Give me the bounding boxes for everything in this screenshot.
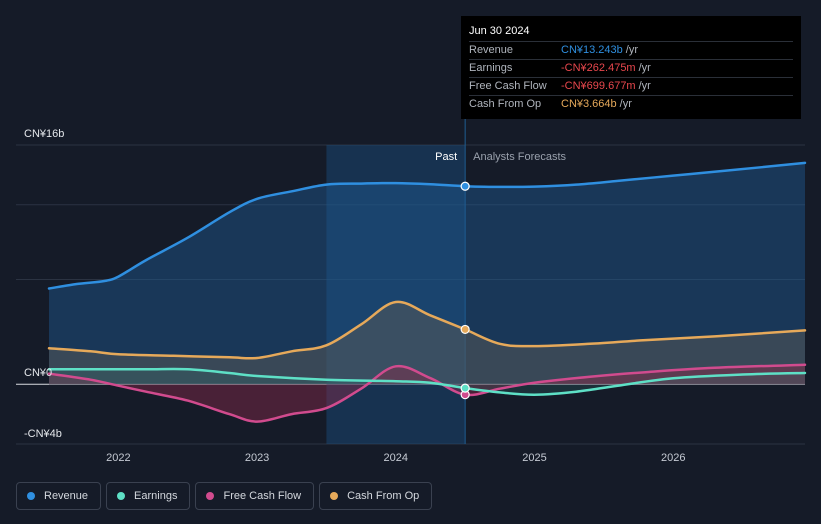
- y-tick-label: CN¥0: [24, 367, 52, 379]
- tooltip-unit: /yr: [625, 44, 639, 56]
- x-tick-label: 2022: [106, 452, 130, 464]
- past-highlight-region: [326, 145, 466, 444]
- tooltip-label: Cash From Op: [469, 98, 542, 110]
- legend-label: Cash From Op: [347, 490, 420, 502]
- x-tick-label: 2024: [384, 452, 408, 464]
- tooltip: Jun 30 2024 Revenue CN¥13.243b /yr Earni…: [461, 16, 801, 119]
- marker-earnings: [460, 383, 470, 393]
- legend-label: Free Cash Flow: [223, 490, 302, 502]
- legend-dot: [27, 492, 35, 500]
- x-tick-label: 2026: [661, 452, 685, 464]
- legend-dot: [206, 492, 215, 500]
- x-tick-label: 2023: [245, 452, 269, 464]
- legend-dot: [330, 492, 339, 500]
- series-areas: [49, 162, 805, 422]
- line-free-cash-flow: [47, 363, 807, 423]
- legend-item-cash-from-op[interactable]: Cash From Op: [319, 482, 433, 510]
- series-lines: [47, 161, 807, 423]
- past-label: Past: [435, 151, 457, 163]
- x-tick-label: 2025: [522, 452, 546, 464]
- tooltip-label: Free Cash Flow: [469, 80, 547, 92]
- forecast-label: Analysts Forecasts: [473, 151, 566, 163]
- tooltip-value: -CN¥262.475m: [561, 62, 636, 74]
- y-tick-label: -CN¥4b: [24, 428, 62, 440]
- forecast-regions: [326, 16, 466, 444]
- marker-revenue: [460, 181, 470, 191]
- tooltip-unit: /yr: [638, 62, 651, 74]
- area-free-cash-flow: [49, 364, 805, 422]
- tooltip-unit: /yr: [638, 80, 651, 92]
- line-earnings: [47, 367, 807, 396]
- line-cash-from-op: [47, 300, 807, 360]
- axis-labels: CN¥16b CN¥0 -CN¥4b 2022 2023 2024 2025 2026 Past…: [24, 128, 685, 464]
- tooltip-value: CN¥3.664b: [561, 98, 617, 110]
- tooltip-unit: /yr: [619, 98, 632, 110]
- tooltip-label: Earnings: [469, 62, 513, 74]
- legend: Revenue Earnings Free Cash Flow Cash Fro…: [16, 482, 433, 510]
- tooltip-value: CN¥13.243b: [561, 44, 623, 56]
- legend-item-free-cash-flow[interactable]: Free Cash Flow: [195, 482, 315, 510]
- area-earnings: [49, 368, 805, 395]
- legend-label: Earnings: [134, 490, 178, 502]
- tooltip-value: -CN¥699.677m: [561, 80, 636, 92]
- tooltip-row-free-cash-flow: Free Cash Flow -CN¥699.677m /yr: [469, 78, 793, 96]
- legend-item-revenue[interactable]: Revenue: [16, 482, 102, 510]
- area-revenue: [49, 162, 805, 385]
- line-revenue: [47, 161, 807, 290]
- area-cash-from-op: [49, 301, 805, 385]
- tooltip-row-revenue: Revenue CN¥13.243b /yr: [469, 42, 793, 60]
- tooltip-row-earnings: Earnings -CN¥262.475m /yr: [469, 60, 793, 78]
- tooltip-row-cash-from-op: Cash From Op CN¥3.664b /yr: [469, 96, 793, 113]
- marker-cash-from-op: [460, 324, 470, 335]
- y-tick-label: CN¥16b: [24, 128, 64, 140]
- series-markers: [460, 181, 470, 400]
- tooltip-label: Revenue: [469, 44, 514, 56]
- legend-item-earnings[interactable]: Earnings: [106, 482, 191, 510]
- legend-label: Revenue: [44, 490, 89, 502]
- legend-dot: [117, 492, 126, 500]
- tooltip-date: Jun 30 2024: [469, 24, 793, 42]
